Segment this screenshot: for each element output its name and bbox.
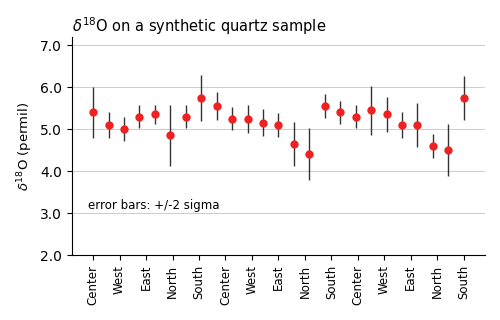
Text: $\delta^{18}$O on a synthetic quartz sample: $\delta^{18}$O on a synthetic quartz sam… [72, 15, 326, 37]
Y-axis label: $\delta^{18}$O (permil): $\delta^{18}$O (permil) [15, 101, 34, 191]
Text: error bars: +/-2 sigma: error bars: +/-2 sigma [88, 199, 220, 212]
